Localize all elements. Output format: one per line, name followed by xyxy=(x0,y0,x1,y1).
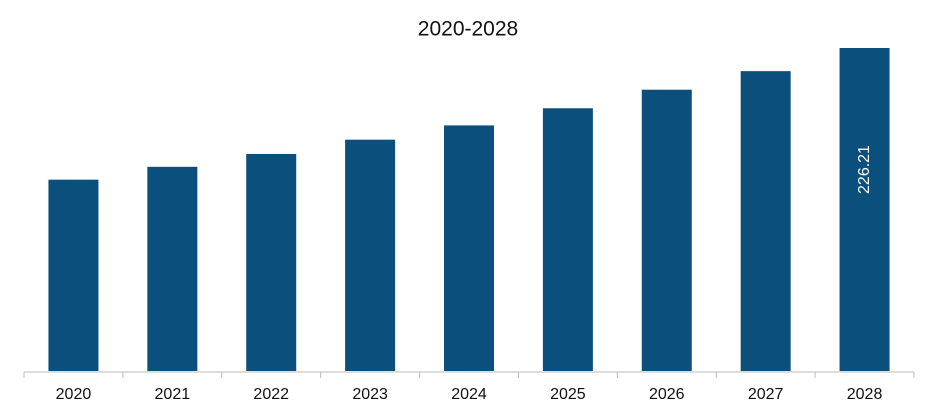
x-tick-label: 2021 xyxy=(155,386,191,403)
bar xyxy=(444,125,494,371)
bar xyxy=(641,89,692,371)
x-tick-label: 2020 xyxy=(56,386,92,403)
x-tick-label: 2027 xyxy=(748,386,784,403)
bar xyxy=(740,71,791,372)
chart-title: 2020-2028 xyxy=(418,18,518,41)
value-label: 226.21 xyxy=(856,145,873,194)
x-tick-label: 2026 xyxy=(649,386,685,403)
bar xyxy=(246,153,297,371)
bar xyxy=(345,139,396,371)
x-tick-label: 2025 xyxy=(550,386,586,403)
bar xyxy=(839,48,890,371)
bar xyxy=(147,166,198,371)
x-tick-label: 2023 xyxy=(352,386,388,403)
x-tick-label: 2022 xyxy=(253,386,289,403)
x-tick-label: 2028 xyxy=(847,386,883,403)
bar xyxy=(542,108,593,371)
bar xyxy=(48,179,99,371)
x-tick-label: 2024 xyxy=(451,386,487,403)
